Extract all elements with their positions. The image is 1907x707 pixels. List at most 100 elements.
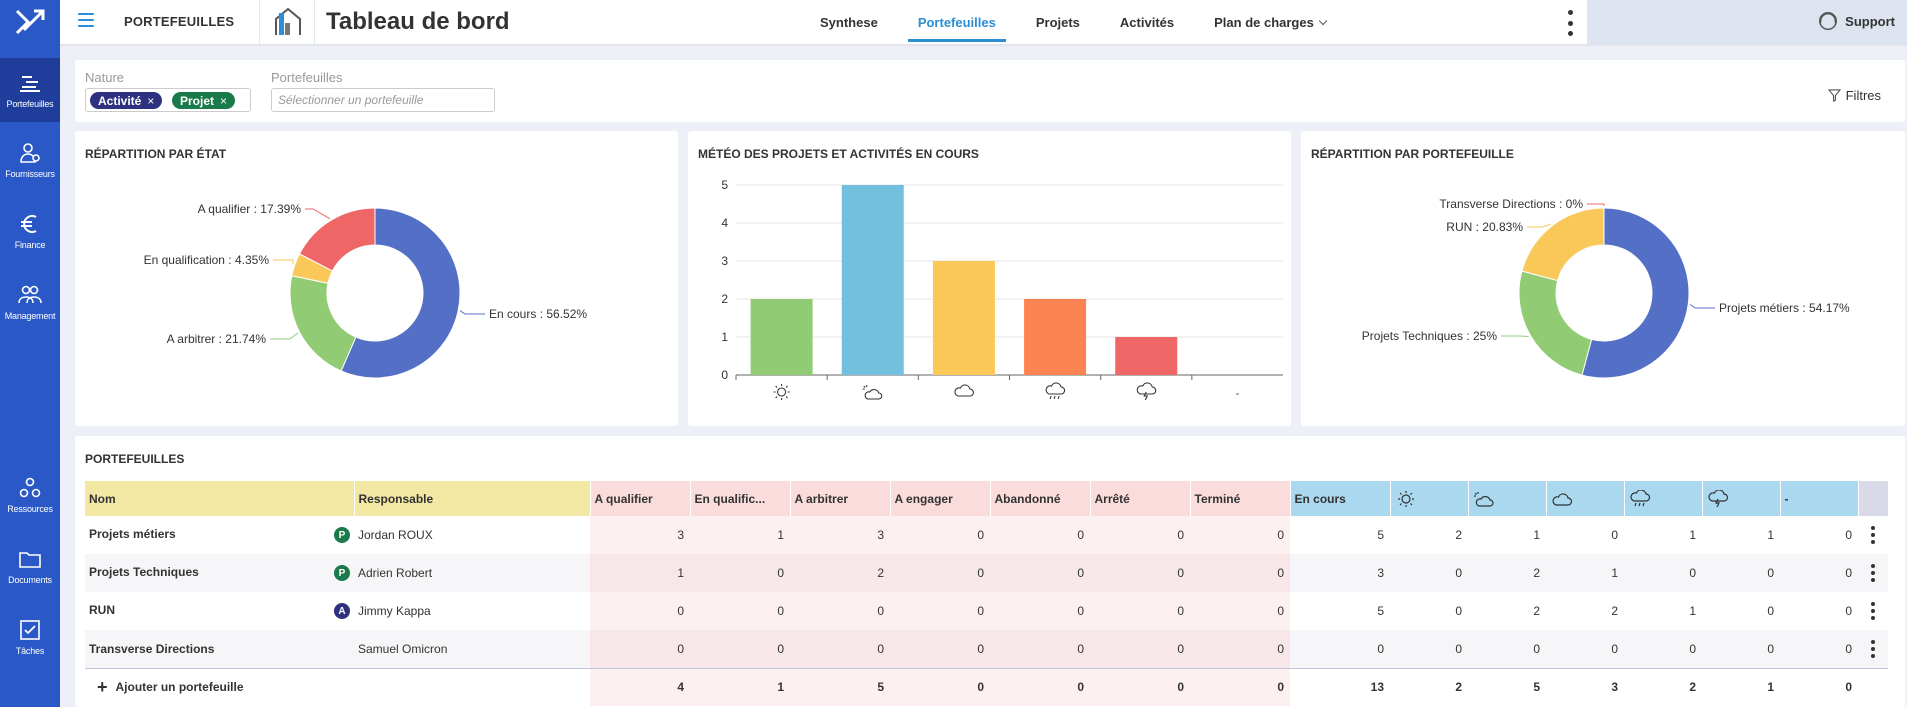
donut-chart-etat: En cours : 56.52% A arbitrer : 21.74% En q… (144, 202, 587, 379)
row-actions[interactable] (1858, 516, 1888, 554)
pie-slice[interactable] (1518, 270, 1593, 376)
filters-label: Filtres (1845, 88, 1881, 103)
count-cell: 0 (1090, 554, 1190, 592)
col-header-none[interactable]: - (1780, 481, 1859, 516)
col-header-en-cours[interactable]: En cours (1290, 481, 1391, 516)
bar[interactable] (841, 185, 904, 375)
sidebar-item-documents[interactable]: Documents (0, 534, 60, 598)
bar[interactable] (932, 261, 995, 375)
folder-icon (19, 552, 41, 568)
storm-icon (1136, 382, 1157, 401)
portefeuilles-table: Nom Responsable A qualifier En qualific.… (85, 481, 1889, 706)
tab-portefeuilles[interactable]: Portefeuilles (898, 0, 1016, 45)
count-cell: 0 (1190, 592, 1290, 630)
responsable-cell: Samuel Omicron (354, 630, 590, 668)
sidebar-item-fournisseurs[interactable]: Fournisseurs (0, 128, 60, 192)
col-header-sun-cloud[interactable] (1468, 481, 1547, 516)
col-header-abandonne[interactable]: Abandonné (990, 481, 1091, 516)
logo-icon (15, 9, 45, 35)
more-options-icon[interactable] (1560, 10, 1580, 36)
sidebar-item-portefeuilles[interactable]: Portefeuilles (0, 58, 60, 122)
menu-icon[interactable] (78, 13, 94, 29)
table-title: PORTEFEUILLES (85, 452, 185, 466)
pie-slice[interactable] (289, 275, 357, 372)
col-header-termine[interactable]: Terminé (1190, 481, 1291, 516)
row-actions[interactable] (1858, 630, 1888, 668)
sidebar-item-management[interactable]: Management (0, 270, 60, 334)
bar[interactable] (1024, 299, 1087, 375)
portefeuille-name[interactable]: Projets Techniques P (85, 554, 354, 592)
sidebar-item-ressources[interactable]: Ressources (0, 463, 60, 527)
home-icon[interactable] (272, 5, 304, 37)
total-cell: 13 (1290, 667, 1390, 706)
nature-select[interactable]: Activité × Projet × (85, 88, 251, 112)
col-header-responsable[interactable]: Responsable (354, 481, 591, 516)
tab-plan-de-charges[interactable]: Plan de charges (1194, 0, 1346, 45)
col-header-arrete[interactable]: Arrêté (1090, 481, 1191, 516)
table-row[interactable]: RUN A Jimmy Kappa 0 0 0 0 0 0 0 5 0 2 2 1 0 0 (85, 592, 1888, 630)
col-header-en-qualification[interactable]: En qualific... (690, 481, 791, 516)
count-cell: 0 (1390, 554, 1468, 592)
total-cell: 1 (1702, 667, 1780, 706)
row-actions[interactable] (1858, 554, 1888, 592)
bar[interactable] (750, 299, 813, 375)
sun-cloud-icon (1473, 491, 1494, 507)
col-header-sun[interactable] (1390, 481, 1469, 516)
col-header-storm[interactable] (1702, 481, 1781, 516)
count-cell: 0 (1190, 630, 1290, 668)
pie-label-line (305, 208, 331, 220)
tab-activites[interactable]: Activités (1119, 15, 1175, 30)
portefeuille-name[interactable]: Transverse Directions (85, 630, 354, 668)
count-cell: 0 (790, 630, 890, 668)
tab-projets[interactable]: Projets (1035, 15, 1080, 30)
row-actions[interactable] (1858, 592, 1888, 630)
count-cell: 3 (1290, 554, 1390, 592)
col-header-a-qualifier[interactable]: A qualifier (590, 481, 691, 516)
totals-row: + Ajouter un portefeuille 4 1 5 0 0 0 0 13 2 5 3 2 1 0 (85, 667, 1888, 706)
count-cell: 0 (890, 554, 990, 592)
top-bar: PORTEFEUILLES Tableau de bord Synthese P… (60, 0, 1907, 45)
table-row[interactable]: Projets métiers P Jordan ROUX 3 1 3 0 0 0 0 5 2 1 0 1 1… (85, 516, 1888, 554)
support-button[interactable]: Support (1817, 10, 1895, 32)
filters-button[interactable]: Filtres (1827, 88, 1881, 103)
pie-slice[interactable] (1521, 207, 1605, 282)
col-header-a-arbitrer[interactable]: A arbitrer (790, 481, 891, 516)
count-cell: 5 (1377, 604, 1384, 618)
pie-slice[interactable] (1581, 207, 1690, 379)
tab-synthese[interactable]: Synthese (820, 15, 878, 30)
count-cell: 0 (1090, 592, 1190, 630)
add-portefeuille-cell: + Ajouter un portefeuille (85, 667, 590, 706)
count-cell: 0 (890, 516, 990, 554)
bar[interactable] (1115, 337, 1178, 375)
col-header-rain[interactable] (1624, 481, 1703, 516)
close-icon[interactable]: × (220, 93, 228, 108)
portefeuille-select[interactable]: Sélectionner un portefeuille (271, 88, 495, 112)
col-header-nom[interactable]: Nom (85, 481, 355, 516)
support-area: Support (1587, 0, 1907, 45)
portefeuille-name[interactable]: Projets métiers P (85, 516, 354, 554)
sun-cloud-icon (862, 385, 883, 400)
pie-slice[interactable] (298, 207, 376, 272)
chevron-down-icon (1318, 16, 1328, 25)
portefeuille-name[interactable]: RUN A (85, 592, 354, 630)
count-cell: 0 (890, 592, 990, 630)
app-logo[interactable] (0, 0, 60, 44)
col-header-cloud[interactable] (1546, 481, 1625, 516)
pie-label: Projets Techniques : 25% (1362, 329, 1498, 343)
nav-tabs: Synthese Portefeuilles Projets Activités… (800, 0, 1346, 45)
chart-title: RÉPARTITION PAR PORTEFEUILLE (1311, 147, 1514, 161)
supplier-icon (20, 143, 40, 163)
count-cell: 2 (1455, 528, 1462, 542)
pie-slice[interactable] (340, 207, 461, 379)
sidebar: Portefeuilles Fournisseurs Finance Manag… (0, 0, 60, 707)
total-cell: 2 (1624, 667, 1702, 706)
sidebar-item-finance[interactable]: Finance (0, 199, 60, 263)
count-cell: 0 (1455, 604, 1462, 618)
table-row[interactable]: Transverse Directions Samuel Omicron 0 0 0 0 0… (85, 630, 1888, 668)
col-header-a-engager[interactable]: A engager (890, 481, 991, 516)
sidebar-item-label: Portefeuilles (6, 99, 54, 109)
sidebar-item-taches[interactable]: Tâches (0, 605, 60, 669)
add-portefeuille-button[interactable]: + Ajouter un portefeuille (89, 678, 586, 696)
close-icon[interactable]: × (147, 93, 155, 108)
table-row[interactable]: Projets Techniques P Adrien Robert 1 0 2 0 0 0 0 3… (85, 554, 1888, 592)
